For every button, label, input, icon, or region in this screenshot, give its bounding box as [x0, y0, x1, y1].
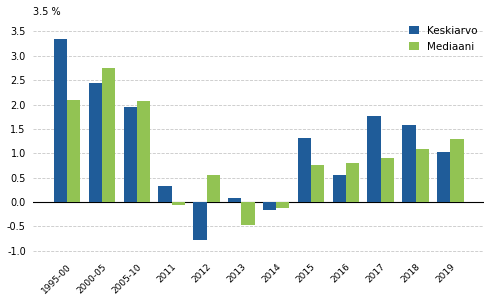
- Bar: [67, 100, 81, 202]
- Bar: [311, 165, 324, 202]
- Bar: [450, 139, 464, 202]
- Bar: [415, 149, 429, 202]
- Bar: [54, 39, 67, 202]
- Bar: [159, 186, 172, 202]
- Bar: [102, 68, 115, 202]
- Bar: [276, 202, 289, 208]
- Bar: [124, 107, 137, 202]
- Bar: [437, 153, 450, 202]
- Bar: [228, 198, 242, 202]
- Bar: [402, 125, 415, 202]
- Bar: [89, 83, 102, 202]
- Legend: Keskiarvo, Mediaani: Keskiarvo, Mediaani: [405, 21, 482, 56]
- Bar: [242, 202, 254, 225]
- Text: 3.5 %: 3.5 %: [33, 7, 61, 17]
- Bar: [332, 175, 346, 202]
- Bar: [367, 116, 381, 202]
- Bar: [207, 175, 220, 202]
- Bar: [263, 202, 276, 210]
- Bar: [172, 202, 185, 204]
- Bar: [137, 101, 150, 202]
- Bar: [346, 163, 359, 202]
- Bar: [381, 158, 394, 202]
- Bar: [193, 202, 207, 240]
- Bar: [298, 138, 311, 202]
